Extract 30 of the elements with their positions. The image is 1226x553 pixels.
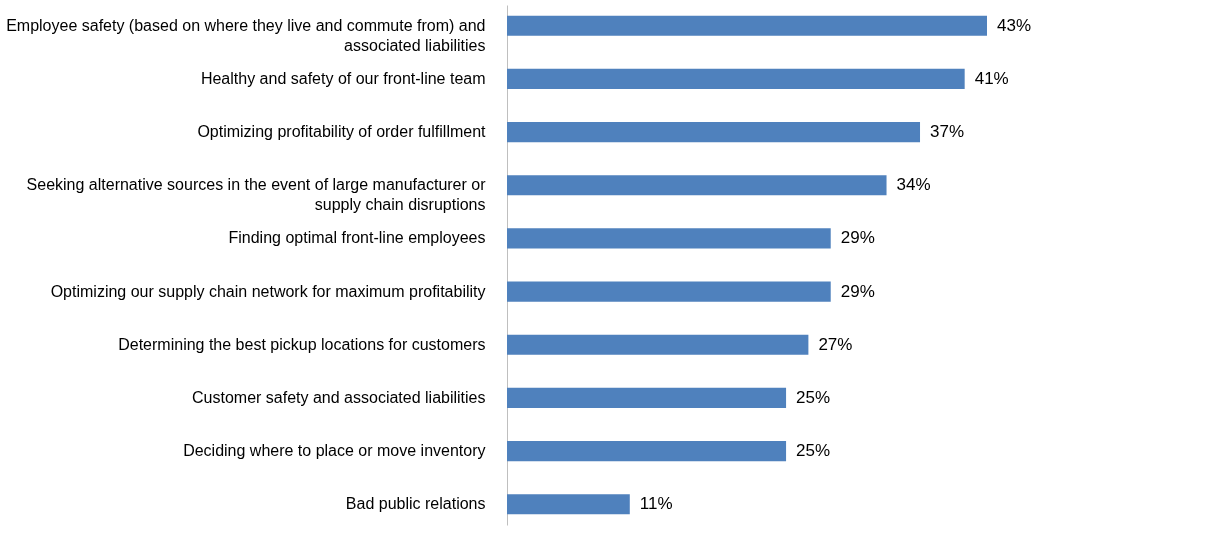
bar — [507, 15, 987, 36]
bar — [507, 121, 921, 143]
y-tick-label: Employee safety (based on where they live and commute from) and associated liabilities — [6, 16, 486, 54]
bar — [507, 494, 630, 515]
data-label: 43% — [997, 15, 1032, 35]
bar — [507, 334, 809, 355]
data-label: 25% — [796, 441, 831, 461]
data-label: 29% — [840, 281, 875, 301]
y-tick-label: Finding optimal front-line employees — [228, 229, 486, 247]
bar — [507, 228, 831, 249]
y-tick-label: Bad public relations — [345, 495, 486, 513]
data-label: 29% — [840, 228, 875, 248]
bar — [507, 281, 831, 302]
data-label: 25% — [796, 387, 831, 407]
data-label: 27% — [818, 334, 853, 354]
y-tick-label: Healthy and safety of our front-line team — [200, 69, 486, 87]
bar — [507, 68, 965, 90]
y-tick-label: Customer safety and associated liabilities — [192, 388, 486, 406]
data-label: 34% — [896, 175, 931, 195]
bar — [507, 440, 787, 462]
y-tick-label: Seeking alternative sources in the event of large manufacturer or supply chain disruptions — [26, 176, 487, 214]
data-label: 41% — [974, 68, 1009, 88]
bar — [507, 387, 787, 409]
data-label: 11% — [639, 494, 673, 514]
data-label: 37% — [930, 122, 965, 142]
y-tick-label: Deciding where to place or move inventory — [183, 442, 486, 460]
y-tick-label: Optimizing our supply chain network for maximum profitability — [50, 282, 486, 300]
y-tick-label: Determining the best pickup locations for customers — [118, 335, 486, 353]
bar — [507, 175, 887, 196]
y-tick-label: Optimizing profitability of order fulfillment — [197, 123, 487, 141]
